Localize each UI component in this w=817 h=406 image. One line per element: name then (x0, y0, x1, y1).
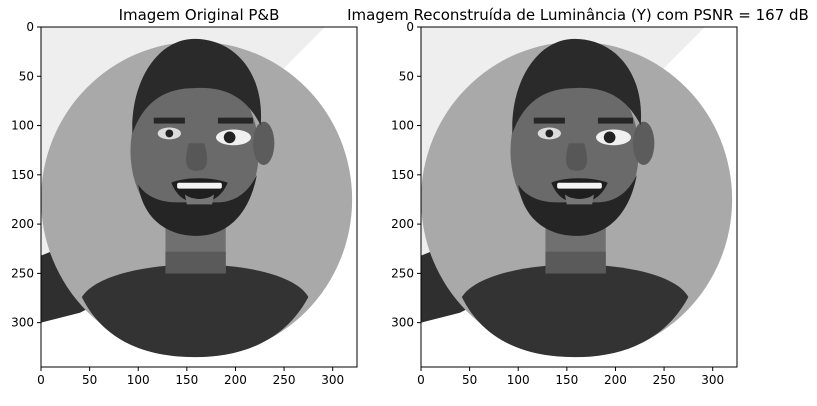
panel-reconstructed: Imagem Reconstruída de Luminância (Y) co… (347, 6, 809, 387)
x-tick-label: 150 (555, 373, 578, 387)
y-tick-label: 300 (11, 316, 34, 330)
y-tick-label: 0 (406, 20, 414, 34)
y-tick-label: 200 (11, 217, 34, 231)
axes-ticks: 0 50 100 150 200 250 300 0 50 100 150 200 250 300 (391, 20, 724, 387)
x-tick-label: 0 (37, 373, 45, 387)
x-tick-label: 300 (701, 373, 724, 387)
x-tick-label: 100 (127, 373, 150, 387)
y-tick-label: 100 (11, 119, 34, 133)
axes-ticks: 0 50 100 150 200 250 300 0 50 100 150 200 250 300 (11, 20, 344, 387)
x-tick-label: 50 (82, 373, 97, 387)
y-tick-label: 50 (19, 69, 34, 83)
x-tick-label: 200 (604, 373, 627, 387)
y-tick-label: 50 (399, 69, 414, 83)
x-tick-label: 250 (653, 373, 676, 387)
x-tick-label: 150 (175, 373, 198, 387)
image-original (41, 27, 357, 367)
x-tick-label: 0 (417, 373, 425, 387)
x-tick-label: 250 (273, 373, 296, 387)
x-tick-label: 200 (224, 373, 247, 387)
y-tick-label: 250 (391, 266, 414, 280)
plot-frame (40, 26, 358, 368)
y-tick-label: 150 (11, 168, 34, 182)
chart-title: Imagem Reconstruída de Luminância (Y) co… (347, 6, 809, 24)
chart-title: Imagem Original P&B (119, 6, 280, 24)
x-tick-label: 50 (462, 373, 477, 387)
y-tick-label: 200 (391, 217, 414, 231)
y-tick-label: 250 (11, 266, 34, 280)
y-tick-label: 100 (391, 119, 414, 133)
y-tick-label: 150 (391, 168, 414, 182)
panel-original: Imagem Original P&B 0 50 100 150 200 250 300 0 5… (11, 6, 358, 387)
x-tick-label: 300 (321, 373, 344, 387)
y-tick-label: 300 (391, 316, 414, 330)
x-tick-label: 100 (507, 373, 530, 387)
plot-frame (420, 26, 738, 368)
image-reconstructed (421, 27, 737, 367)
y-tick-label: 0 (26, 20, 34, 34)
